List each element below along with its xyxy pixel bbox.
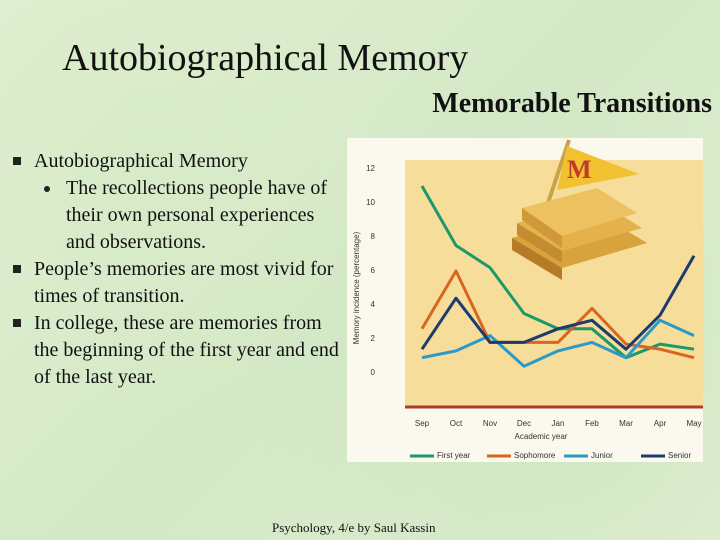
book-illustration bbox=[512, 139, 647, 280]
x-tick-label: Dec bbox=[517, 419, 531, 428]
y-tick-label: 0 bbox=[371, 368, 376, 377]
bullet: Autobiographical Memory bbox=[10, 148, 340, 175]
x-tick-label: Mar bbox=[619, 419, 633, 428]
y-tick-label: 12 bbox=[366, 164, 375, 173]
footer: Psychology, 4/e by Saul Kassin bbox=[272, 520, 436, 535]
slide-title: Autobiographical Memory bbox=[62, 37, 469, 79]
x-tick-label: Oct bbox=[450, 419, 463, 428]
bullet-list: Autobiographical Memory The recollection… bbox=[10, 148, 340, 391]
x-tick-label: Sep bbox=[415, 419, 430, 428]
bullet: In college, these are memories from the … bbox=[10, 310, 340, 391]
slide-subtitle: Memorable Transitions bbox=[432, 88, 712, 119]
y-tick-label: 2 bbox=[371, 334, 376, 343]
chart: M Memory incidence (percentage) Academic… bbox=[347, 138, 703, 462]
y-axis-label: Memory incidence (percentage) bbox=[352, 231, 361, 344]
data-line bbox=[421, 318, 695, 368]
data-line bbox=[420, 254, 696, 351]
y-tick-label: 6 bbox=[371, 266, 376, 275]
x-tick-label: Feb bbox=[585, 419, 599, 428]
x-tick-label: May bbox=[686, 419, 701, 428]
flag-label: M bbox=[567, 155, 592, 184]
bullet: People’s memories are most vivid for tim… bbox=[10, 256, 340, 310]
y-tick-label: 8 bbox=[371, 232, 376, 241]
x-axis-label: Academic year bbox=[515, 432, 568, 441]
x-tick-label: Nov bbox=[483, 419, 497, 428]
legend-label: First year bbox=[437, 451, 471, 460]
y-tick-label: 10 bbox=[366, 198, 375, 207]
sub-bullet: The recollections people have of their o… bbox=[10, 175, 340, 256]
x-tick-label: Apr bbox=[654, 419, 667, 428]
y-tick-label: 4 bbox=[371, 300, 376, 309]
legend-label: Junior bbox=[591, 451, 613, 460]
data-line bbox=[420, 269, 695, 360]
x-tick-label: Jan bbox=[552, 419, 565, 428]
legend-label: Sophomore bbox=[514, 451, 556, 460]
legend-label: Senior bbox=[668, 451, 691, 460]
